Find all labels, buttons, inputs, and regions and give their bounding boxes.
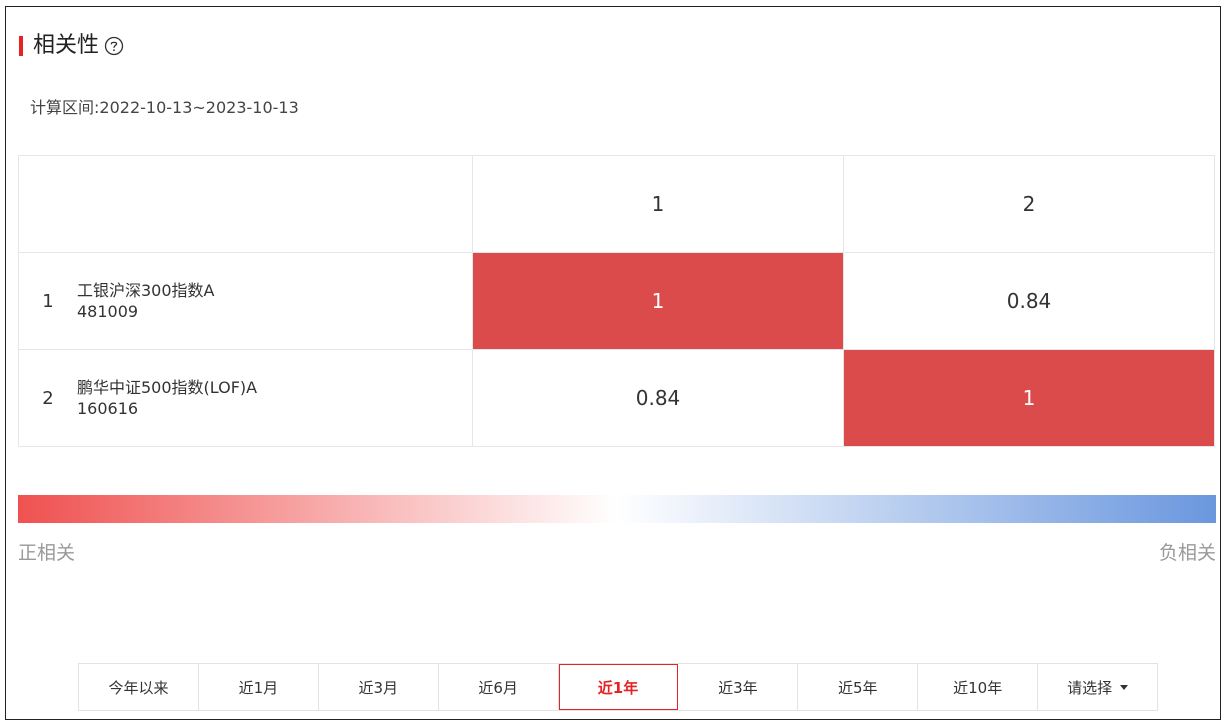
correlation-cell: 1 <box>472 252 844 350</box>
negative-correlation-label: 负相关 <box>1158 542 1216 564</box>
period-1m[interactable]: 近1月 <box>199 664 319 710</box>
period-label: 近3年 <box>718 678 758 697</box>
positive-correlation-label: 正相关 <box>18 542 76 564</box>
question-circle-icon[interactable] <box>104 36 124 56</box>
fund-name: 鹏华中证500指数(LOF)A <box>77 378 258 397</box>
period-label: 近1年 <box>597 678 639 697</box>
table-row: 2 鹏华中证500指数(LOF)A 160616 0.84 1 <box>18 349 1215 447</box>
correlation-cell: 0.84 <box>472 349 844 447</box>
matrix-column-header: 1 <box>472 155 844 253</box>
fund-code: 481009 <box>77 302 139 321</box>
period-10y[interactable]: 近10年 <box>918 664 1039 710</box>
period-label: 近5年 <box>838 678 878 697</box>
section-header: 相关性 <box>19 31 124 61</box>
period-3m[interactable]: 近3月 <box>319 664 439 710</box>
period-6m[interactable]: 近6月 <box>439 664 559 710</box>
period-custom-dropdown[interactable]: 请选择 <box>1038 664 1157 710</box>
matrix-row-label: 1 工银沪深300指数A 481009 <box>18 252 473 350</box>
row-index: 1 <box>42 290 54 312</box>
period-label: 今年以来 <box>108 678 169 697</box>
period-3y[interactable]: 近3年 <box>678 664 799 710</box>
period-label: 请选择 <box>1067 678 1113 697</box>
row-index: 2 <box>42 387 54 409</box>
calc-range-value: 2022-10-13~2023-10-13 <box>99 98 299 117</box>
correlation-matrix: 1 2 1 工银沪深300指数A 481009 1 0.84 2 鹏华中证500… <box>18 155 1215 447</box>
matrix-corner-cell <box>18 155 473 253</box>
period-label: 近6月 <box>478 678 518 697</box>
calc-range-label: 计算区间: <box>30 98 100 117</box>
period-label: 近1月 <box>238 678 279 697</box>
period-selector: 今年以来 近1月 近3月 近6月 近1年 近3年 近5年 近10年 请选择 <box>78 663 1158 711</box>
period-label: 近10年 <box>953 678 1003 697</box>
fund-code: 160616 <box>77 399 139 418</box>
matrix-row-label: 2 鹏华中证500指数(LOF)A 160616 <box>18 349 473 447</box>
matrix-column-header: 2 <box>843 155 1215 253</box>
fund-name: 工银沪深300指数A <box>77 281 215 300</box>
correlation-gradient-legend <box>18 495 1216 523</box>
caret-down-icon <box>1120 684 1129 690</box>
correlation-cell: 0.84 <box>843 252 1215 350</box>
period-label: 近3月 <box>358 678 398 697</box>
period-5y[interactable]: 近5年 <box>798 664 919 710</box>
calc-range: 计算区间:2022-10-13~2023-10-13 <box>30 97 299 119</box>
matrix-header-row: 1 2 <box>18 155 1215 253</box>
period-ytd[interactable]: 今年以来 <box>79 664 199 710</box>
title-accent-bar <box>19 36 23 56</box>
table-row: 1 工银沪深300指数A 481009 1 0.84 <box>18 252 1215 350</box>
period-1y[interactable]: 近1年 <box>558 664 679 710</box>
section-title: 相关性 <box>33 33 100 58</box>
correlation-cell: 1 <box>843 349 1215 447</box>
